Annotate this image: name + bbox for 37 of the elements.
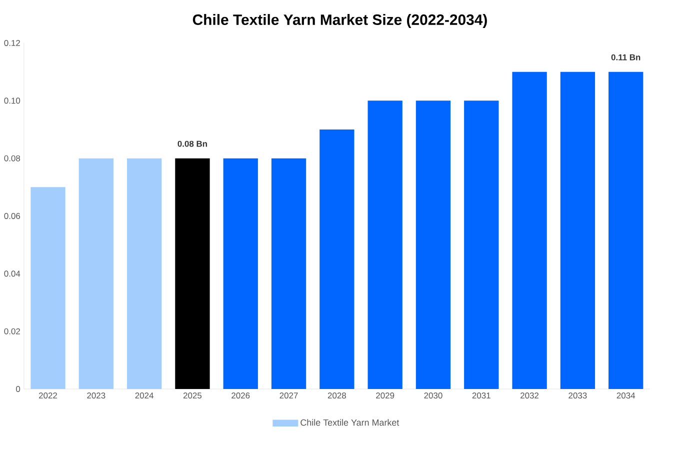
bar (320, 129, 354, 389)
y-tick-label: 0.12 (4, 40, 20, 46)
bar (416, 100, 451, 389)
x-tick-label: 2026 (232, 392, 250, 399)
data-label: 0.08 Bn (178, 140, 207, 147)
bar (78, 158, 114, 389)
y-tick-label: 0.06 (4, 213, 20, 219)
chart-title: Chile Textile Yarn Market Size (2022-2034) (192, 14, 487, 28)
bar (512, 72, 547, 389)
x-tick-label: 2023 (87, 392, 106, 399)
x-tick-label: 2032 (520, 392, 539, 399)
x-tick-label: 2027 (280, 392, 298, 399)
bar (560, 72, 596, 389)
x-tick-label: 2033 (568, 392, 587, 399)
y-tick-label: 0.04 (4, 270, 20, 277)
x-tick-label: 2031 (472, 392, 490, 399)
y-tick-label: 0.02 (4, 328, 20, 334)
x-tick-label: 2024 (135, 392, 154, 399)
y-tick-label: 0 (16, 386, 20, 392)
x-tick-label: 2030 (424, 392, 442, 399)
legend-label: Chile Textile Yarn Market (300, 419, 400, 426)
x-tick-label: 2029 (376, 392, 394, 399)
x-tick-label: 2025 (183, 392, 202, 399)
bar (608, 72, 644, 389)
data-label: 0.11 Bn (611, 54, 640, 60)
x-tick-label: 2022 (39, 392, 57, 399)
bar (464, 100, 499, 389)
x-tick-label: 2034 (616, 392, 636, 399)
x-tick-label: 2028 (328, 392, 346, 399)
bar (223, 158, 258, 389)
bar (368, 100, 402, 389)
y-tick-label: 0.10 (4, 98, 20, 104)
bar (126, 158, 162, 389)
bar (271, 158, 306, 389)
bar (175, 158, 210, 389)
bar (30, 187, 66, 389)
y-tick-label: 0.08 (4, 155, 20, 162)
